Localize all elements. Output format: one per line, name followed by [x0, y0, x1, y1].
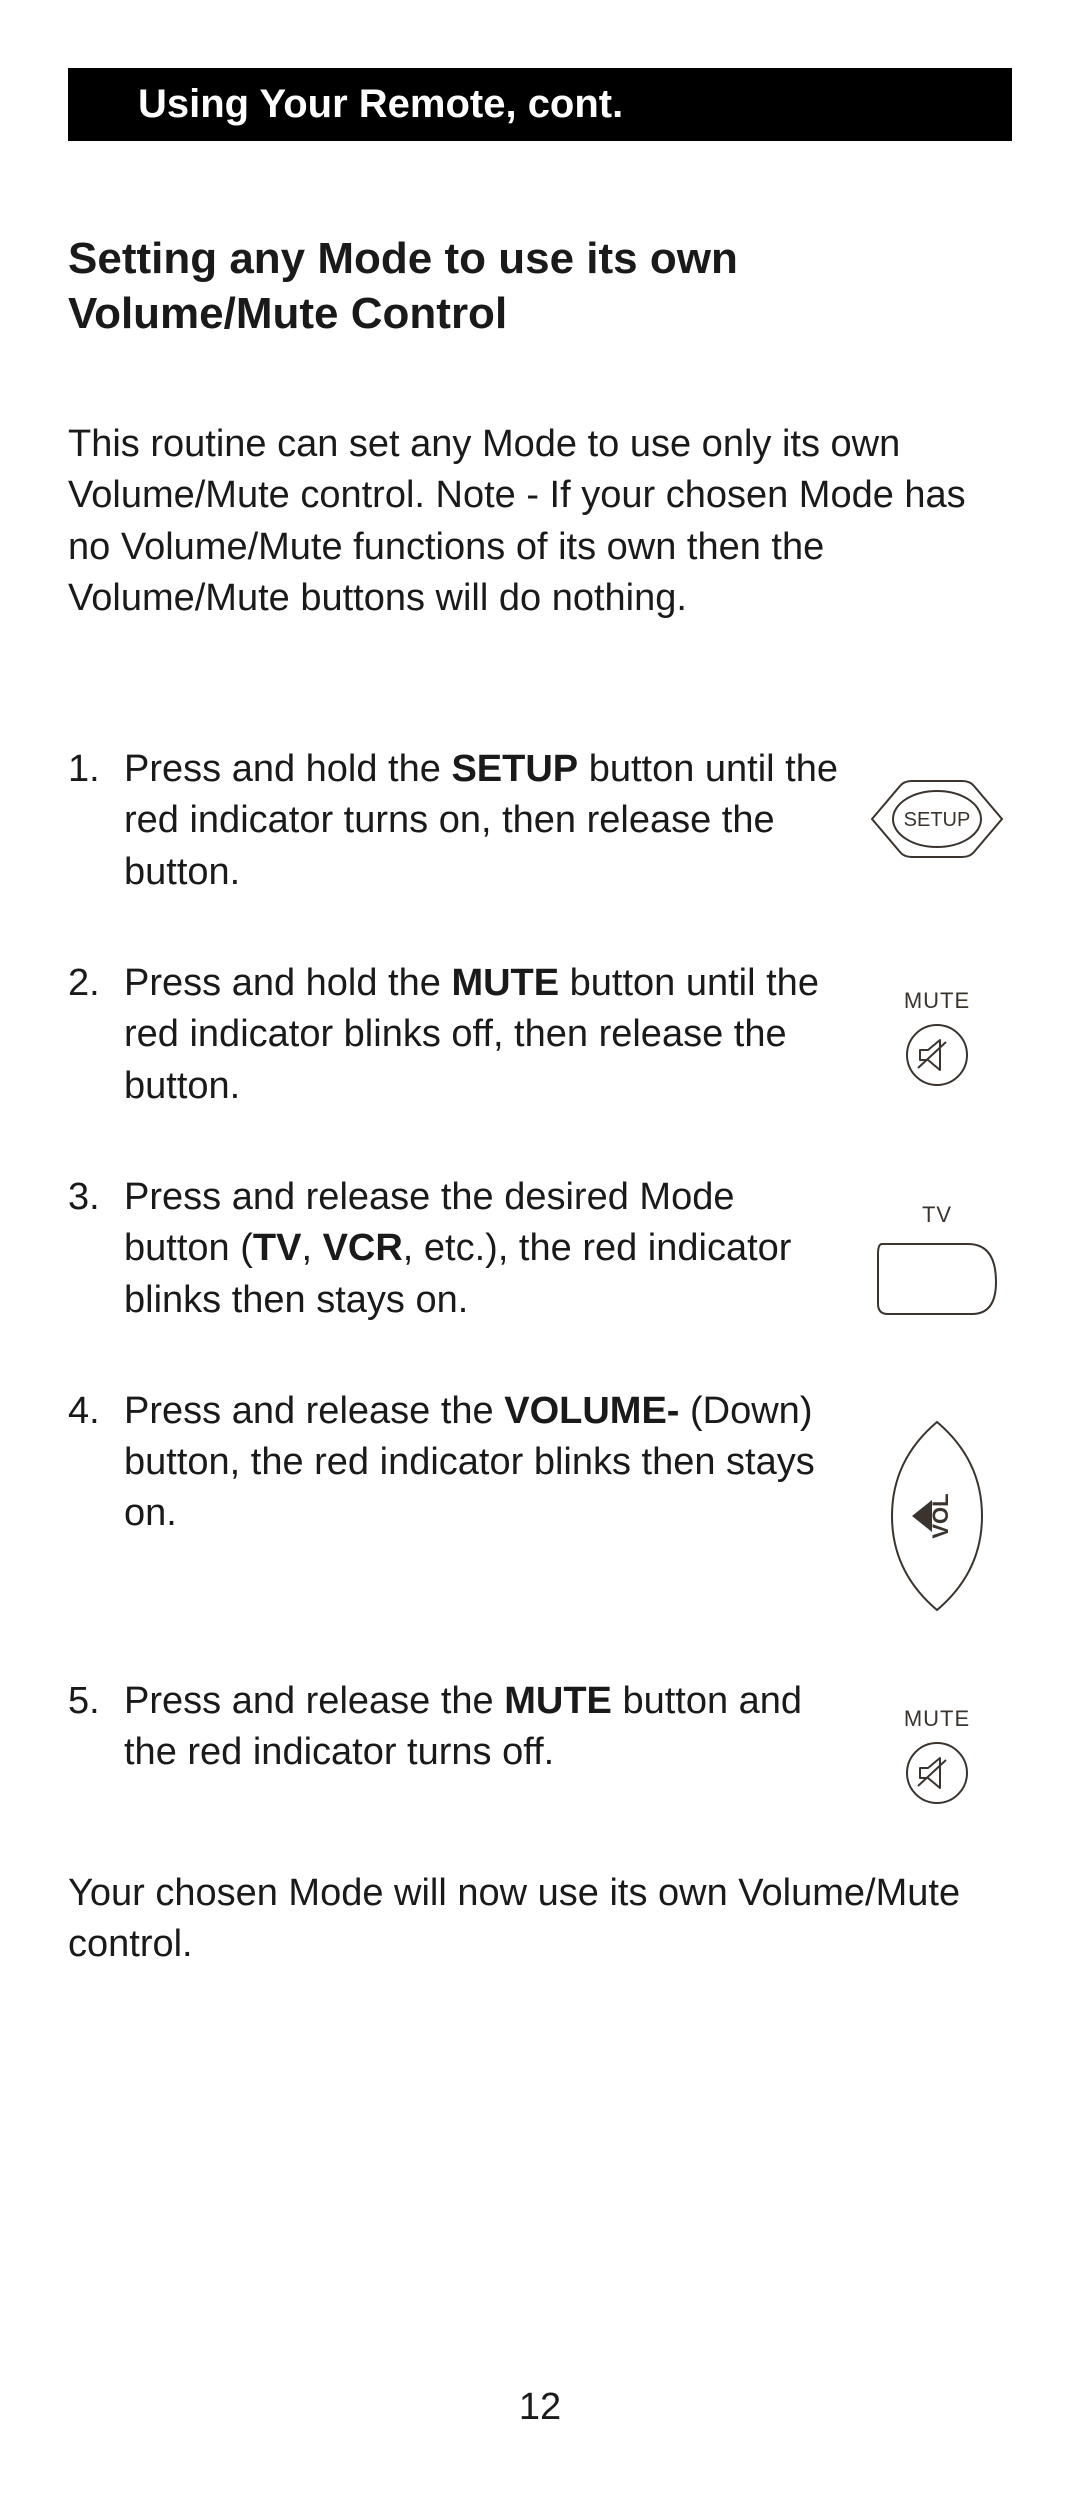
step-icon-column: TV	[862, 1172, 1012, 1324]
mute-icon-label: MUTE	[904, 988, 970, 1014]
svg-text:SETUP: SETUP	[904, 809, 971, 831]
subheading: Setting any Mode to use its own Volume/M…	[68, 231, 1012, 341]
step-row: 3.Press and release the desired Mode but…	[68, 1172, 1012, 1326]
step-icon-column: SETUP	[862, 744, 1012, 864]
section-header-bar: Using Your Remote, cont.	[68, 68, 1012, 141]
step-icon-column: MUTE	[862, 1676, 1012, 1808]
step-icon-column: VOL	[862, 1386, 1012, 1616]
step-body: Press and release the VOLUME- (Down) but…	[124, 1386, 842, 1540]
tv-mode-button-icon	[872, 1234, 1002, 1324]
step-number: 2.	[68, 958, 124, 1112]
step-icon-column: MUTE	[862, 958, 1012, 1090]
mute-button-icon	[902, 1020, 972, 1090]
step-body: Press and release the desired Mode butto…	[124, 1172, 842, 1326]
step-number: 5.	[68, 1676, 124, 1779]
step-number: 3.	[68, 1172, 124, 1326]
volume-down-button-icon: VOL	[882, 1416, 992, 1616]
mute-icon-label: MUTE	[904, 1706, 970, 1732]
step-text: 4.Press and release the VOLUME- (Down) b…	[68, 1386, 862, 1540]
step-row: 5.Press and release the MUTE button and …	[68, 1676, 1012, 1808]
steps-list: 1.Press and hold the SETUP button until …	[68, 744, 1012, 1808]
page-number: 12	[0, 2386, 1080, 2429]
step-text: 5.Press and release the MUTE button and …	[68, 1676, 862, 1779]
step-row: 1.Press and hold the SETUP button until …	[68, 744, 1012, 898]
step-row: 4.Press and release the VOLUME- (Down) b…	[68, 1386, 1012, 1616]
outro-paragraph: Your chosen Mode will now use its own Vo…	[68, 1868, 1012, 1971]
tv-icon-label: TV	[922, 1202, 952, 1228]
intro-paragraph: This routine can set any Mode to use onl…	[68, 419, 1012, 624]
section-header-text: Using Your Remote, cont.	[138, 82, 623, 126]
mute-button-icon	[902, 1738, 972, 1808]
step-body: Press and release the MUTE button and th…	[124, 1676, 842, 1779]
step-body: Press and hold the SETUP button until th…	[124, 744, 842, 898]
step-number: 1.	[68, 744, 124, 898]
step-row: 2.Press and hold the MUTE button until t…	[68, 958, 1012, 1112]
step-text: 2.Press and hold the MUTE button until t…	[68, 958, 862, 1112]
step-text: 1.Press and hold the SETUP button until …	[68, 744, 862, 898]
setup-button-icon: SETUP	[862, 774, 1012, 864]
step-text: 3.Press and release the desired Mode but…	[68, 1172, 862, 1326]
step-number: 4.	[68, 1386, 124, 1540]
step-body: Press and hold the MUTE button until the…	[124, 958, 842, 1112]
manual-page: Using Your Remote, cont. Setting any Mod…	[0, 0, 1080, 2519]
svg-text:VOL: VOL	[928, 1493, 953, 1538]
